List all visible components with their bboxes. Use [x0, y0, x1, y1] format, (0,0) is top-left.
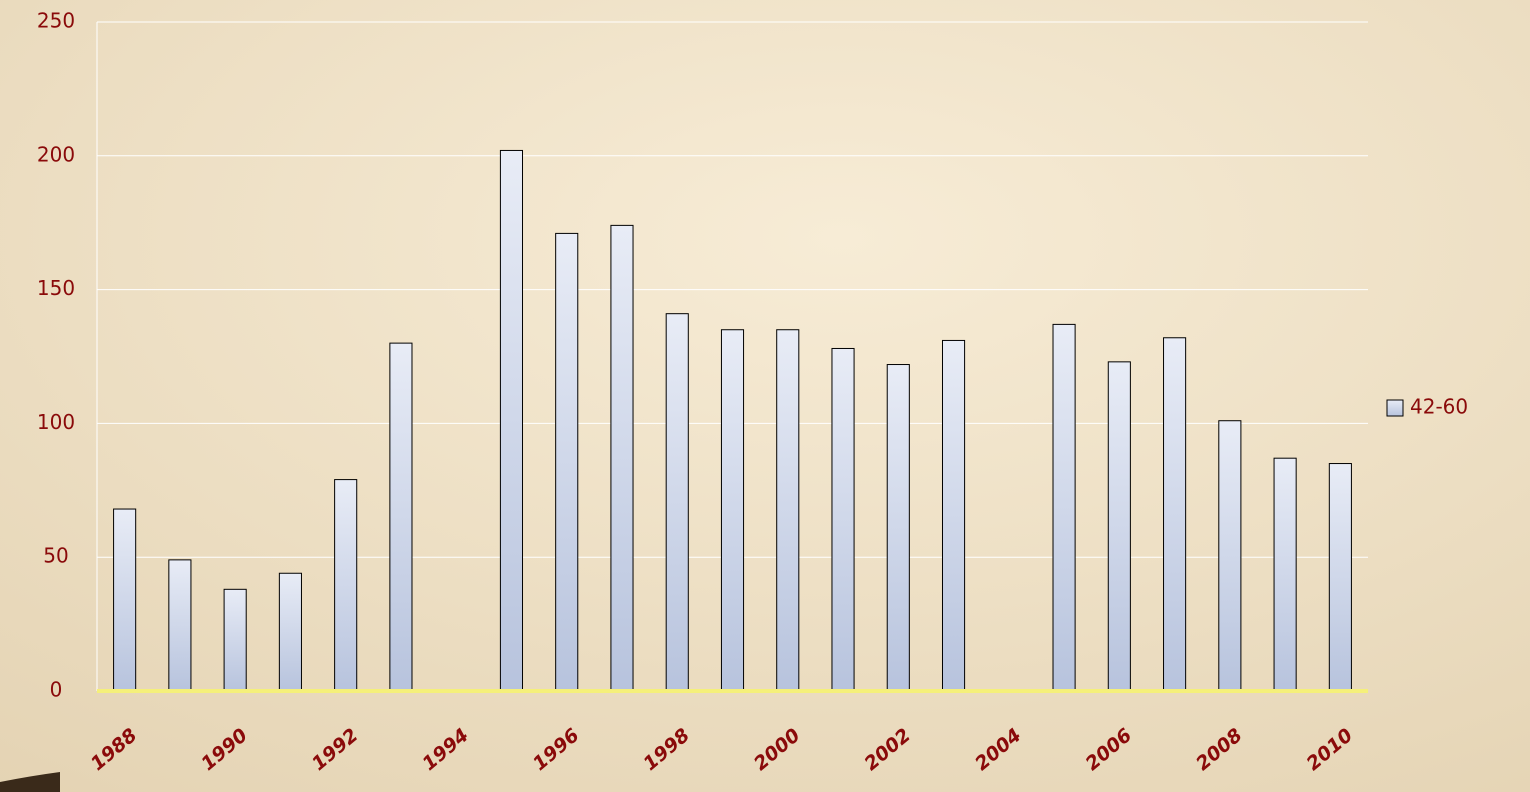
- bar: [720, 329, 745, 692]
- bar: [610, 224, 634, 692]
- bar: [831, 347, 855, 692]
- bar: [389, 342, 413, 692]
- legend-label: 42-60: [1410, 395, 1468, 419]
- bar: [886, 364, 910, 692]
- legend-swatch: [1386, 399, 1404, 417]
- bar: [941, 339, 966, 692]
- bar: [1328, 463, 1352, 692]
- bar: [278, 572, 302, 692]
- y-tick-label: 250: [37, 9, 75, 33]
- bar: [1163, 337, 1187, 692]
- bar: [1052, 323, 1076, 692]
- corner-decoration: [0, 772, 60, 792]
- bar: [776, 329, 800, 692]
- bar: [499, 149, 524, 692]
- bar: [555, 232, 579, 692]
- bar: [223, 588, 247, 692]
- y-tick-label: 0: [50, 678, 63, 702]
- bar: [334, 479, 358, 692]
- bar: [665, 313, 689, 692]
- y-tick-label: 100: [37, 410, 75, 434]
- y-tick-label: 200: [37, 142, 75, 166]
- bar: [1107, 361, 1131, 692]
- y-tick-label: 150: [37, 276, 75, 300]
- bar: [1273, 457, 1297, 692]
- bar: [113, 508, 137, 692]
- bar: [168, 559, 192, 692]
- bar: [1218, 420, 1242, 692]
- y-tick-label: 50: [43, 544, 68, 568]
